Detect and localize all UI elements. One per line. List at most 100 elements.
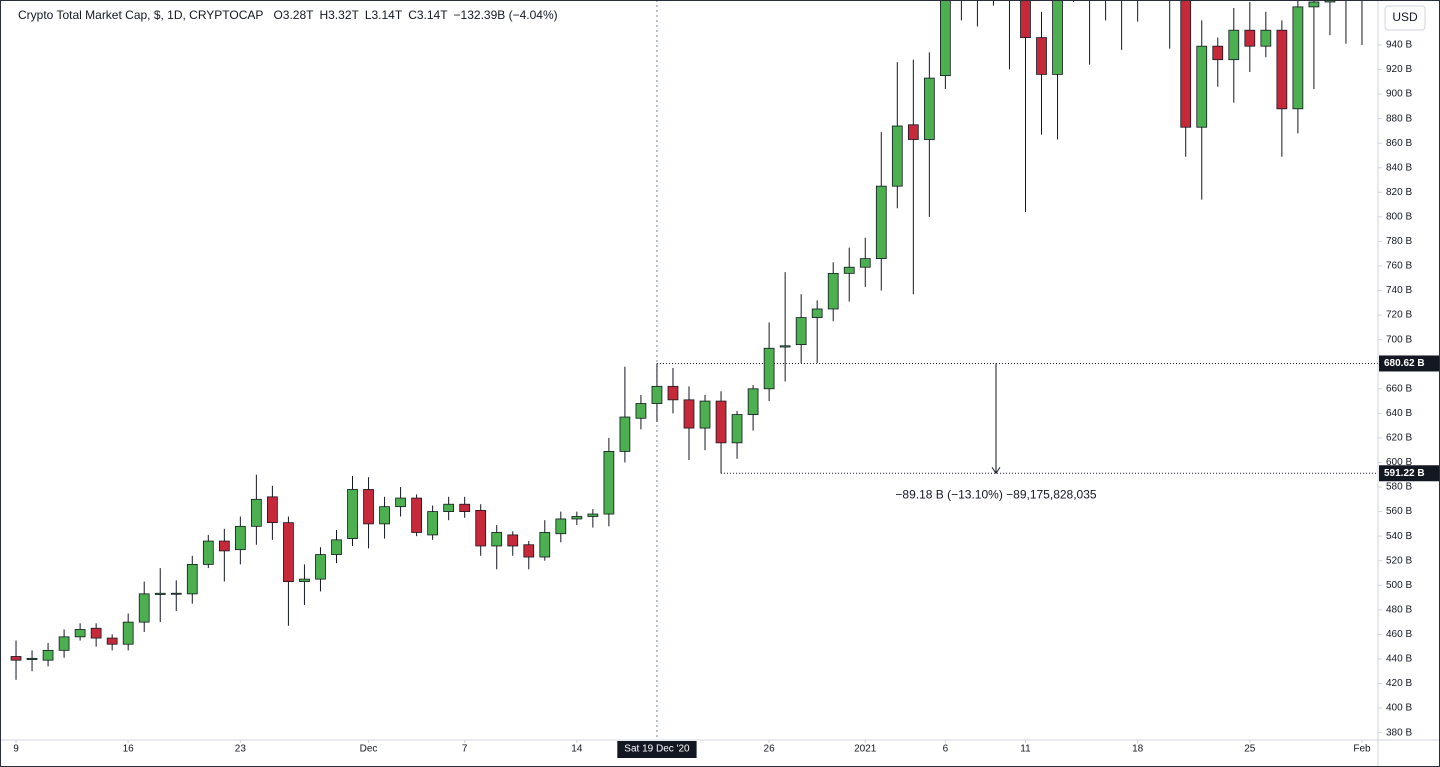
candle-body — [859, 258, 871, 268]
price-label-box — [1379, 355, 1440, 372]
candle-body — [299, 578, 310, 582]
price-label: 680.62 B — [1384, 358, 1425, 369]
y-tick-label: 740 B — [1386, 285, 1412, 296]
candle-body — [635, 403, 647, 419]
x-tick-label: 14 — [571, 744, 583, 755]
candle-body — [619, 416, 631, 452]
x-tick-label: 26 — [764, 744, 776, 755]
y-tick-label: 440 B — [1386, 654, 1412, 665]
candle-body — [940, 0, 951, 77]
y-tick-label: 780 B — [1386, 236, 1412, 247]
candle-body — [827, 272, 839, 310]
candle-body — [186, 563, 198, 595]
axes: 380 B 400 B 420 B 440 B 460 B 480 B 500 B 520 B… — [13, 40, 1412, 755]
y-tick-label: 540 B — [1386, 531, 1412, 542]
candle-body — [138, 593, 150, 623]
candle-body — [106, 637, 118, 645]
x-tick-label: 2021 — [854, 744, 877, 755]
x-tick-label: Dec — [360, 744, 378, 755]
measure-arrowhead — [991, 466, 1001, 475]
y-tick-label: 400 B — [1386, 703, 1412, 714]
price-label-box — [1379, 465, 1440, 482]
candle-body — [571, 516, 583, 520]
candle-body — [1292, 6, 1304, 110]
ohlc-readout: L3.14T — [365, 8, 403, 22]
x-tick-label: 7 — [462, 744, 468, 755]
candle-body — [170, 592, 182, 595]
y-tick-label: 560 B — [1386, 506, 1412, 517]
candle-body — [218, 540, 230, 552]
y-tick-label: 940 B — [1386, 40, 1412, 51]
y-tick-label: 720 B — [1386, 310, 1412, 321]
candle-body — [891, 125, 903, 187]
candle-body — [379, 506, 390, 525]
candle-body — [1212, 45, 1224, 61]
y-tick-label: 900 B — [1386, 89, 1412, 100]
x-tick-label: 9 — [13, 744, 19, 755]
candle-body — [315, 554, 326, 580]
candle-body — [1052, 0, 1063, 75]
y-tick-label: 800 B — [1386, 212, 1412, 223]
candle-body — [58, 636, 70, 651]
y-tick-label: 640 B — [1386, 408, 1412, 419]
x-tick-label: 6 — [943, 744, 949, 755]
y-tick-label: 620 B — [1386, 433, 1412, 444]
candle-body — [1196, 45, 1208, 128]
candle-body — [202, 540, 214, 565]
candle-body — [443, 503, 455, 512]
candle-body — [1180, 0, 1192, 128]
x-tick-label: 11 — [1020, 744, 1031, 755]
candle-body — [74, 629, 86, 638]
candle-body — [427, 511, 438, 536]
ohlc-readout: H3.32T — [319, 8, 359, 22]
ohlc-readout: O3.28T — [273, 8, 314, 22]
currency-label[interactable]: USD — [1392, 10, 1418, 24]
ohlc-readout: −132.39B (−4.04%) — [454, 8, 558, 22]
candle-body — [539, 532, 551, 558]
candle-body — [667, 385, 679, 401]
candle-body — [1244, 29, 1256, 47]
y-tick-label: 860 B — [1386, 138, 1412, 149]
candle-body — [459, 503, 471, 512]
y-tick-label: 580 B — [1386, 482, 1412, 493]
candle-body — [251, 498, 262, 527]
candle-body — [90, 627, 102, 639]
candle-body — [10, 656, 22, 661]
candle-body — [475, 509, 487, 547]
candle-body — [1036, 37, 1047, 75]
candle-body — [699, 400, 711, 429]
candle-body — [395, 497, 406, 508]
candle-body — [923, 77, 935, 140]
y-tick-label: 920 B — [1386, 64, 1412, 75]
candle-body — [715, 400, 727, 444]
candle-body — [587, 513, 599, 517]
plot-area: −89.18 B (−13.10%) −89,175,828,035 — [10, 0, 1378, 740]
x-tick-label: Feb — [1353, 744, 1371, 755]
x-tick-label: 18 — [1132, 744, 1144, 755]
candle-body — [1020, 0, 1031, 38]
candle-body — [843, 266, 855, 274]
y-tick-label: 480 B — [1386, 604, 1412, 615]
candle-body — [283, 522, 294, 582]
y-tick-label: 460 B — [1386, 629, 1412, 640]
y-tick-label: 840 B — [1386, 162, 1412, 173]
crosshair-label: Sat 19 Dec '20 — [624, 744, 690, 755]
price-label: 591.22 B — [1384, 468, 1425, 479]
candle-body — [347, 489, 358, 540]
candle-body — [811, 308, 823, 318]
measure-text: −89.18 B (−13.10%) −89,175,828,035 — [895, 487, 1096, 501]
candle-body — [491, 532, 503, 547]
y-tick-label: 420 B — [1386, 678, 1412, 689]
y-tick-label: 520 B — [1386, 555, 1412, 566]
overlay: 680.62 B 591.22 B Sat 19 Dec '20 — [617, 355, 1440, 758]
candle-body — [779, 345, 791, 348]
candle-body — [267, 496, 278, 524]
currency-button[interactable] — [1384, 5, 1426, 31]
candle-body — [875, 185, 887, 260]
candle-body — [122, 621, 134, 645]
y-tick-label: 700 B — [1386, 334, 1412, 345]
chart-title: Crypto Total Market Cap, $, 1D, CRYPTOCA… — [18, 8, 263, 22]
